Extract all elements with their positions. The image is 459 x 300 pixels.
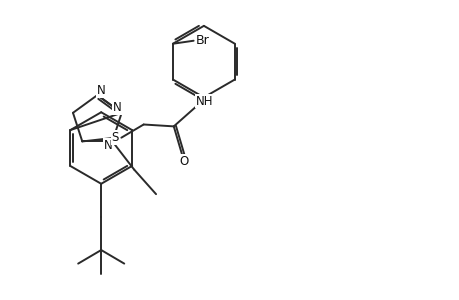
Text: O: O — [179, 155, 188, 168]
Text: Br: Br — [195, 34, 209, 47]
Text: N: N — [104, 139, 112, 152]
Text: N: N — [97, 84, 106, 97]
Text: NH: NH — [196, 94, 213, 108]
Text: N: N — [113, 101, 122, 114]
Text: S: S — [112, 131, 119, 144]
